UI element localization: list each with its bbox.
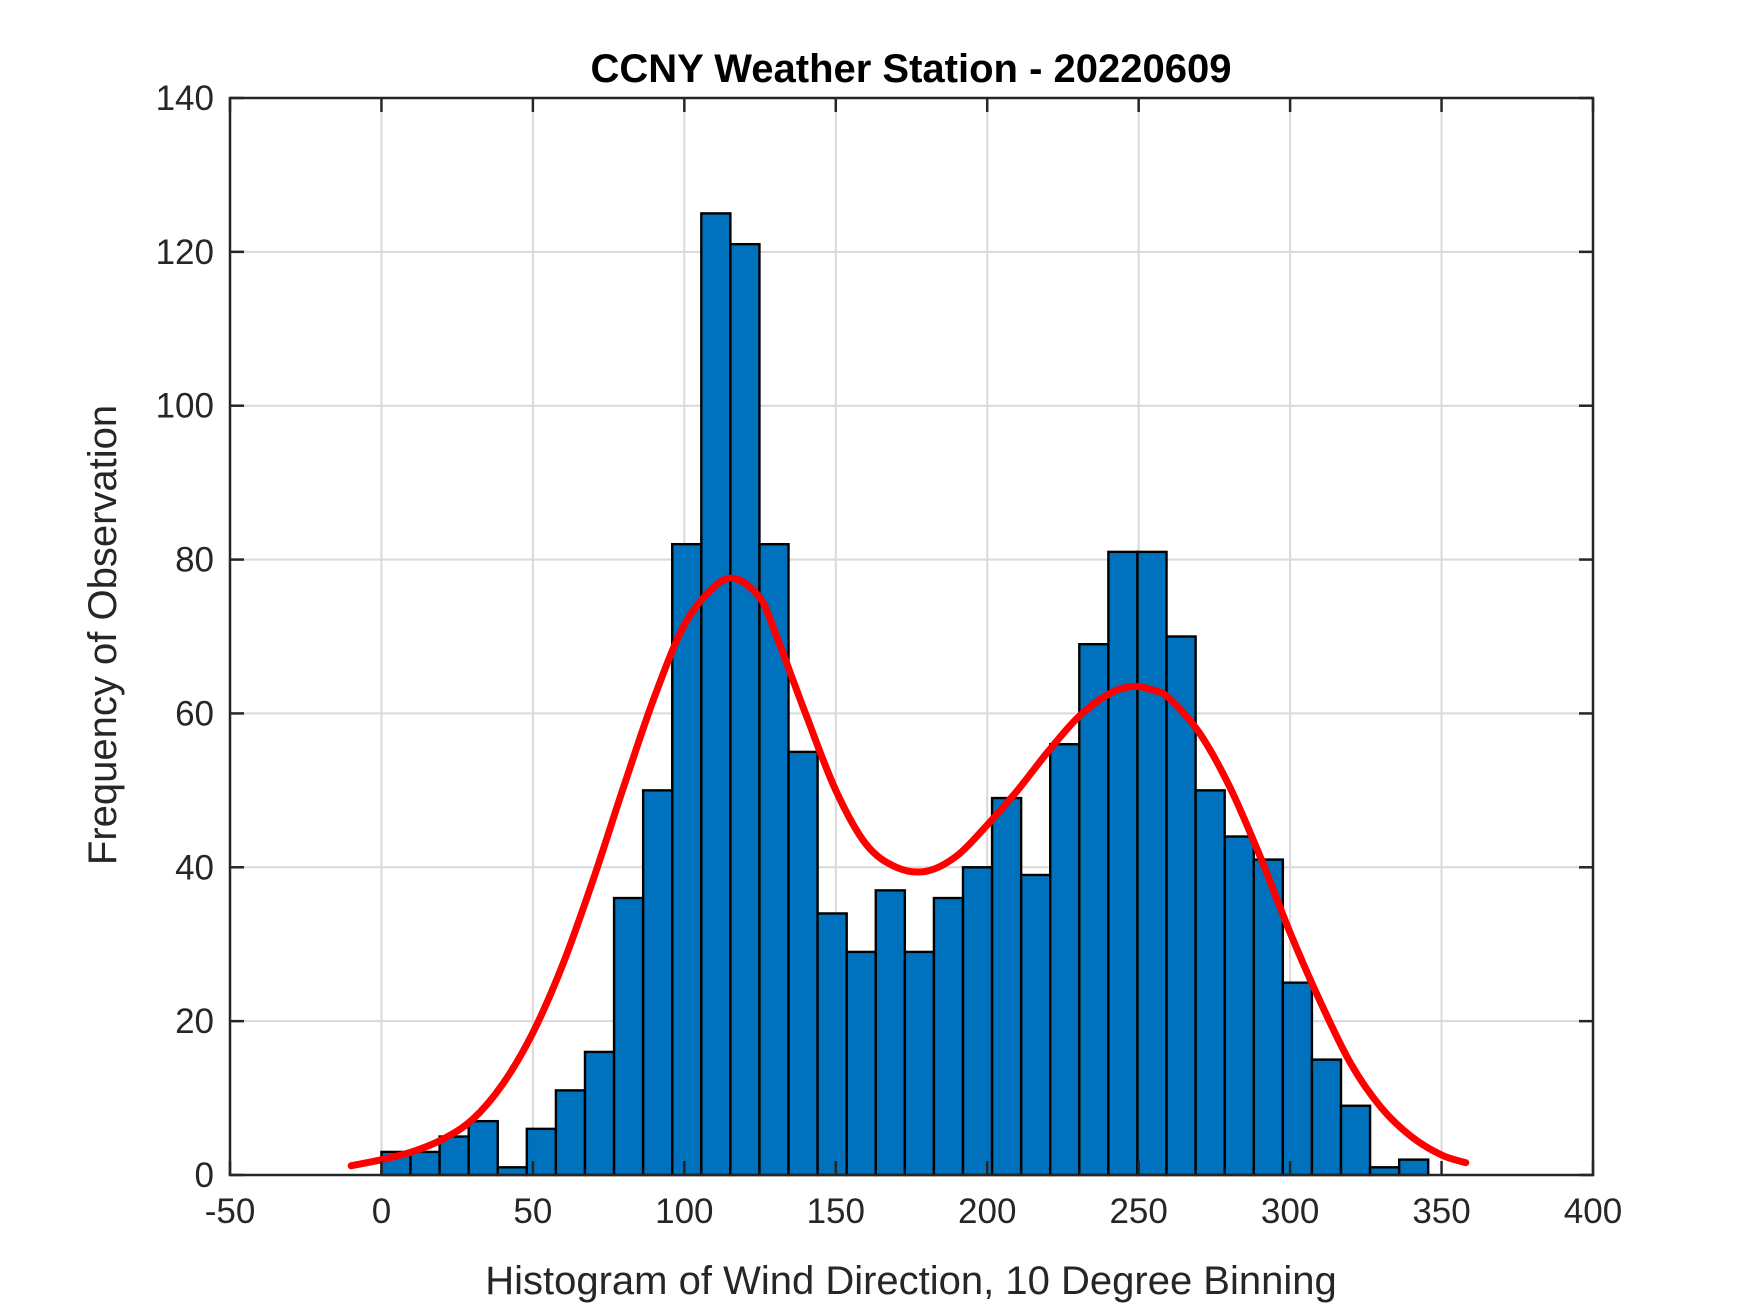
y-tick-label: 100 — [156, 387, 214, 426]
x-tick-label: 400 — [1564, 1192, 1622, 1231]
histogram-bar — [583, 1050, 616, 1177]
histogram-bar — [1078, 642, 1110, 1177]
y-tick-label: 140 — [156, 79, 214, 118]
histogram-bar — [612, 896, 645, 1177]
histogram-bar — [1310, 1058, 1343, 1177]
histogram-bar — [903, 950, 936, 1177]
x-tick-label: -50 — [205, 1192, 256, 1231]
y-tick-label: 60 — [175, 694, 214, 733]
histogram-bar — [554, 1089, 587, 1177]
axes-layer — [228, 96, 1595, 1177]
histogram-bar — [1019, 873, 1052, 1177]
x-tick-label: 200 — [958, 1192, 1016, 1231]
x-tick-label: 100 — [655, 1192, 713, 1231]
histogram-bar — [787, 750, 819, 1177]
x-tick-label: 300 — [1261, 1192, 1319, 1231]
histogram-bar — [1281, 981, 1314, 1177]
histogram-bar — [961, 866, 994, 1177]
histogram-bar — [1107, 550, 1139, 1177]
histogram-bar — [409, 1150, 441, 1177]
y-tick-label: 20 — [175, 1002, 214, 1041]
histogram-bar — [990, 796, 1023, 1177]
x-tick-label: 250 — [1109, 1192, 1167, 1231]
histogram-bar — [700, 212, 732, 1177]
histogram-bar — [1339, 1104, 1372, 1177]
histogram-bar — [467, 1119, 499, 1177]
x-tick-label: 150 — [807, 1192, 865, 1231]
histogram-bar — [932, 896, 965, 1177]
plot-frame — [228, 96, 1595, 1177]
fit-curve-layer — [347, 574, 1470, 1170]
y-tick-label: 40 — [175, 848, 214, 887]
histogram-bar — [1049, 743, 1081, 1177]
x-tick-label: 350 — [1412, 1192, 1470, 1231]
y-tick-label: 80 — [175, 541, 214, 580]
histogram-bar — [1397, 1158, 1430, 1177]
fitted-distribution-curve — [347, 574, 1470, 1170]
histogram-bar — [816, 912, 848, 1177]
tick-labels-layer: -50 0 50 100 150 200 250 300 350 4000204060801001… — [156, 79, 1623, 1231]
chart-title: CCNY Weather Station - 20220609 — [591, 47, 1232, 91]
histogram-bar — [845, 950, 877, 1177]
histogram-bar — [641, 789, 674, 1177]
y-tick-label: 0 — [195, 1156, 214, 1195]
y-tick-label: 120 — [156, 233, 214, 272]
histogram-bar — [1136, 550, 1168, 1177]
histogram-bar — [729, 242, 761, 1177]
histogram-bar — [525, 1127, 558, 1177]
x-axis-label: Histogram of Wind Direction, 10 Degree B… — [485, 1259, 1337, 1303]
y-axis-label: Frequency of Observation — [81, 405, 125, 865]
bars-layer — [380, 212, 1430, 1177]
histogram-bar — [874, 889, 907, 1177]
x-tick-label: 0 — [372, 1192, 391, 1231]
histogram-bar — [1223, 835, 1255, 1177]
histogram-bar — [1194, 789, 1226, 1177]
x-tick-label: 50 — [513, 1192, 552, 1231]
